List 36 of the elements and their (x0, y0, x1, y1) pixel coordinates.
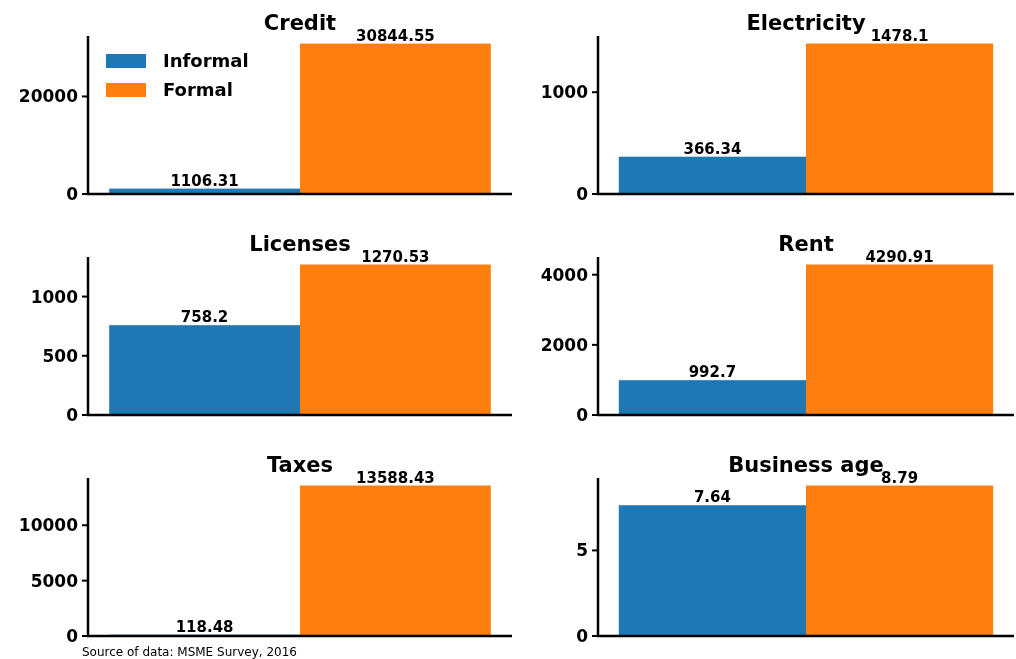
data-label: 758.2 (180, 308, 229, 327)
data-label: 7.64 (693, 488, 731, 507)
data-label: 1270.53 (361, 247, 430, 266)
y-tick-label: 0 (576, 183, 589, 204)
y-tick-label: 1000 (30, 286, 79, 307)
y-tick-label: 1000 (540, 82, 589, 103)
y-tick-label: 20000 (18, 86, 79, 107)
legend-label: Informal (163, 50, 249, 72)
legend-label: Formal (163, 79, 233, 101)
y-tick-label: 2000 (540, 334, 589, 355)
y-tick-label: 0 (66, 183, 79, 204)
y-tick-label: 0 (576, 404, 589, 425)
data-label: 13588.43 (356, 468, 435, 487)
y-tick-label: 10000 (18, 515, 79, 536)
y-tick-label: 0 (66, 625, 79, 646)
data-label: 30844.55 (356, 26, 435, 45)
chart-title: Rent (778, 232, 834, 256)
data-label: 8.79 (881, 468, 919, 487)
data-label: 366.34 (683, 139, 742, 158)
data-label: 4290.91 (865, 247, 934, 266)
data-label: 992.7 (688, 363, 737, 382)
y-tick-label: 4000 (540, 264, 589, 285)
chart-title: Electricity (746, 11, 866, 35)
data-label: 1106.31 (170, 171, 239, 190)
y-tick-label: 500 (42, 345, 79, 366)
y-tick-label: 5 (576, 540, 588, 561)
chart-title: Business age (728, 453, 884, 477)
chart-title: Licenses (249, 232, 351, 256)
y-tick-label: 0 (576, 625, 589, 646)
source-note: Source of data: MSME Survey, 2016 (82, 645, 297, 659)
y-tick-label: 5000 (30, 570, 79, 591)
chart-title: Credit (263, 11, 337, 35)
y-tick-label: 0 (66, 404, 79, 425)
chart-title: Taxes (266, 453, 334, 477)
data-label: 1478.1 (870, 26, 929, 45)
data-label: 118.48 (175, 617, 234, 636)
